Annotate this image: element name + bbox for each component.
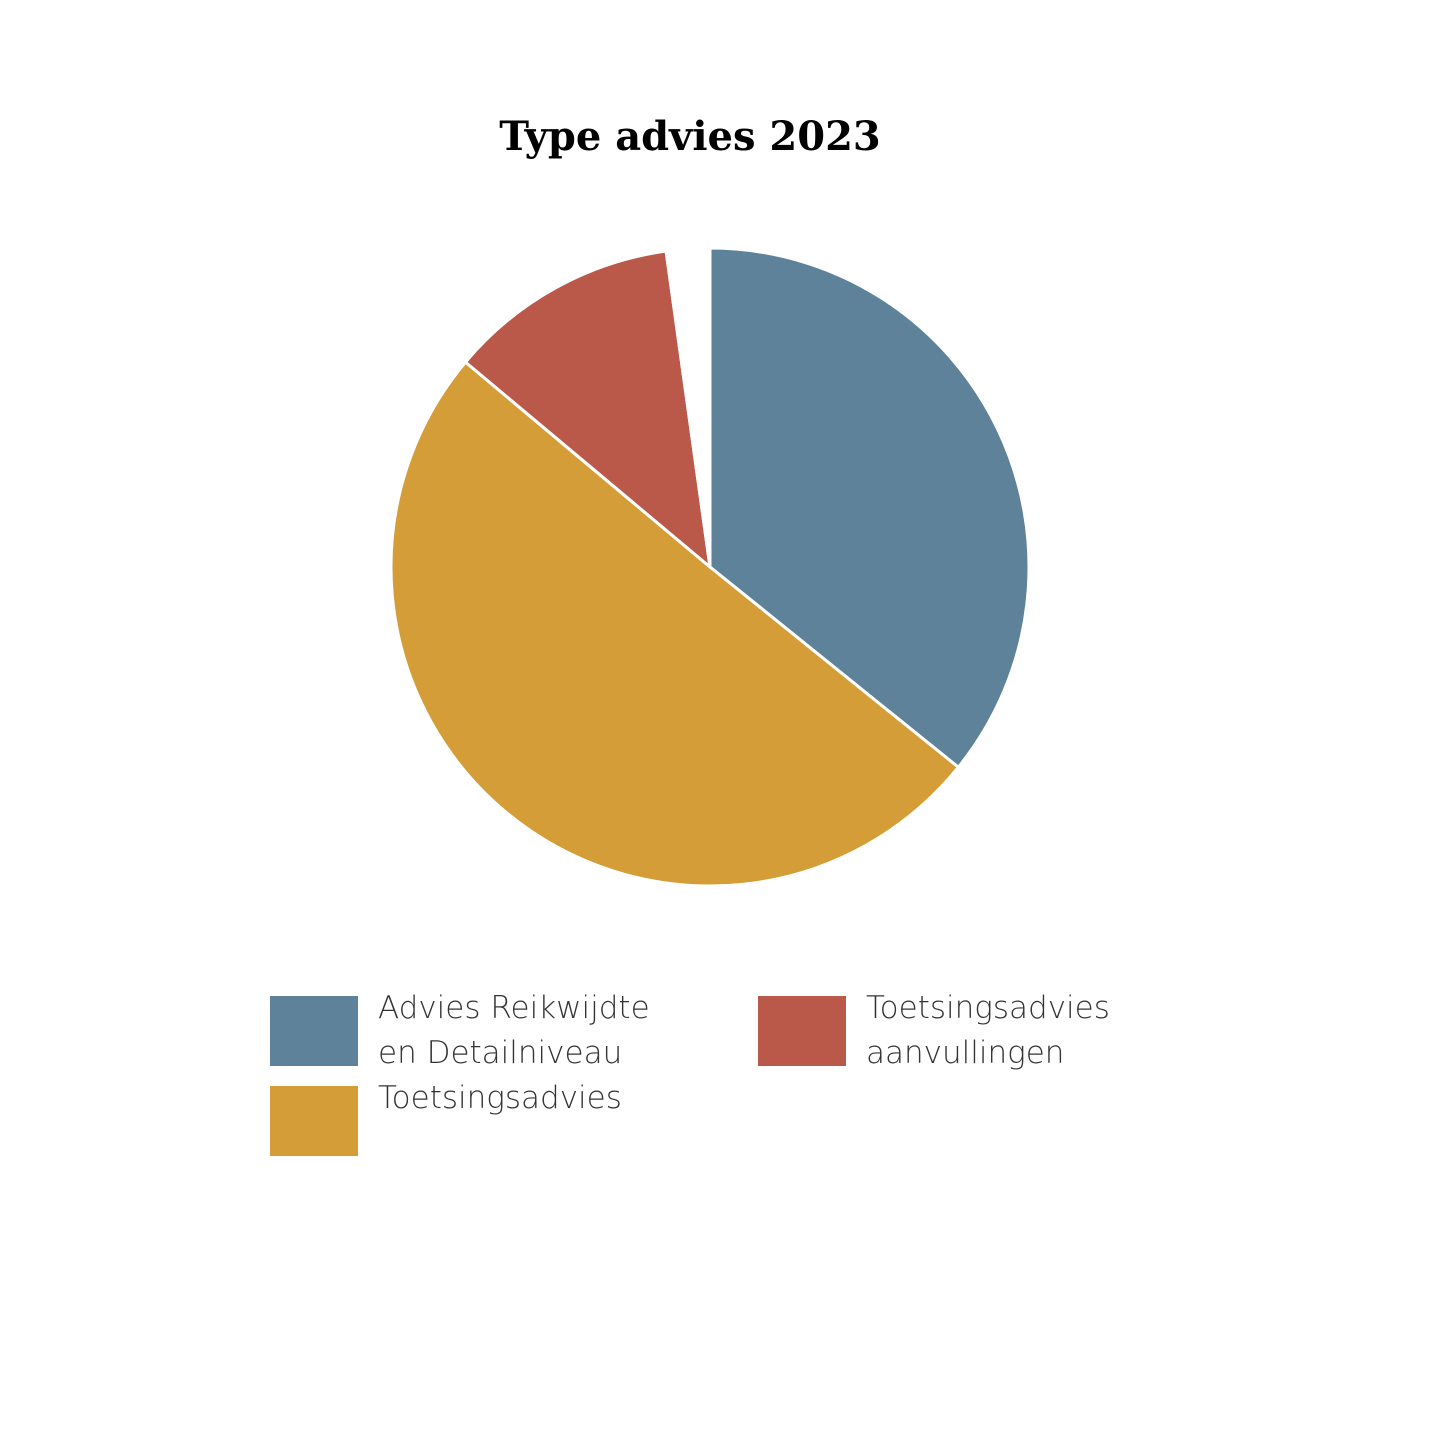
legend-swatch [270, 996, 358, 1066]
legend-label: Toetsingsadvies [378, 1080, 622, 1116]
legend-swatch [270, 1086, 358, 1156]
legend-swatch [758, 996, 846, 1066]
legend-item: Advies Reikwijdte en Detailniveau [270, 990, 650, 1076]
legend-item: Toetsingsadvies [270, 1080, 622, 1156]
pie-slice [463, 249, 712, 569]
pie-slice [389, 360, 960, 888]
legend-label: Advies Reikwijdte en Detailniveau [378, 990, 650, 1071]
legend-item: Toetsingsadvies aanvullingen [758, 990, 1110, 1076]
chart-title: Type advies 2023 [499, 113, 881, 160]
legend-label: Toetsingsadvies aanvullingen [866, 990, 1110, 1071]
pie-slice [708, 246, 1031, 769]
pie-slice [664, 246, 712, 569]
